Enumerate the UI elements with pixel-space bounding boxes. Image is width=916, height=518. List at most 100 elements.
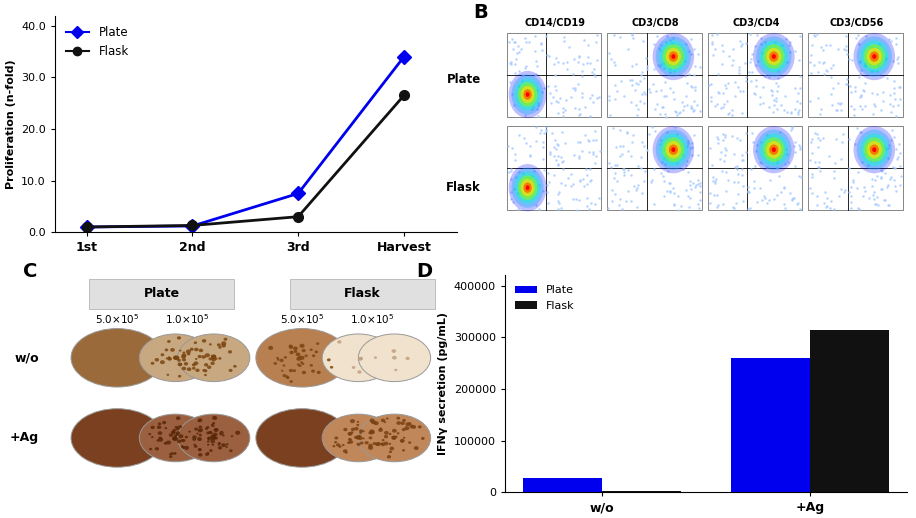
- Point: [892, 162, 907, 170]
- Ellipse shape: [298, 356, 301, 358]
- Point: [865, 182, 879, 191]
- Point: [739, 130, 754, 138]
- Ellipse shape: [404, 426, 409, 430]
- Point: [659, 91, 673, 99]
- Point: [860, 161, 875, 169]
- Point: [566, 55, 581, 63]
- Point: [784, 196, 799, 204]
- Point: [878, 145, 893, 153]
- Ellipse shape: [348, 438, 352, 441]
- Point: [529, 69, 543, 78]
- Point: [883, 136, 898, 145]
- Point: [792, 99, 807, 107]
- Point: [770, 87, 785, 95]
- Point: [542, 150, 557, 159]
- Point: [883, 100, 898, 109]
- Text: Plate: Plate: [447, 73, 481, 86]
- Point: [666, 66, 681, 75]
- Point: [686, 107, 701, 116]
- Point: [690, 101, 704, 109]
- Point: [563, 93, 578, 101]
- Point: [707, 177, 722, 185]
- Point: [842, 188, 856, 196]
- Point: [682, 203, 696, 211]
- Point: [507, 38, 521, 46]
- Point: [504, 167, 518, 175]
- Ellipse shape: [179, 363, 182, 366]
- Point: [512, 186, 527, 195]
- Point: [844, 204, 858, 212]
- Point: [629, 78, 644, 87]
- Ellipse shape: [294, 350, 298, 353]
- Ellipse shape: [411, 425, 416, 429]
- Point: [634, 67, 649, 76]
- Ellipse shape: [213, 428, 218, 431]
- Point: [660, 187, 674, 195]
- Point: [656, 154, 671, 162]
- Ellipse shape: [150, 426, 155, 429]
- Point: [757, 148, 771, 156]
- Point: [774, 188, 789, 196]
- Point: [675, 53, 690, 62]
- Ellipse shape: [354, 427, 358, 430]
- Point: [741, 188, 756, 196]
- Ellipse shape: [388, 451, 392, 453]
- Point: [704, 161, 719, 169]
- Point: [579, 194, 594, 203]
- Text: $1.0{\times}10^5$: $1.0{\times}10^5$: [166, 312, 210, 326]
- Bar: [708, 33, 802, 118]
- Ellipse shape: [384, 431, 388, 435]
- Point: [781, 157, 796, 166]
- Ellipse shape: [666, 141, 682, 159]
- Point: [870, 59, 885, 67]
- Point: [624, 196, 638, 205]
- Ellipse shape: [402, 449, 405, 452]
- Point: [652, 110, 667, 118]
- Point: [508, 173, 523, 181]
- Point: [722, 52, 736, 60]
- Point: [705, 173, 720, 181]
- Point: [812, 167, 827, 175]
- Ellipse shape: [213, 436, 216, 440]
- Ellipse shape: [198, 448, 202, 451]
- Point: [616, 168, 631, 176]
- Plate: [398, 54, 409, 60]
- Point: [671, 148, 685, 156]
- Point: [575, 175, 590, 183]
- Point: [590, 94, 605, 103]
- Point: [892, 140, 907, 149]
- Point: [744, 165, 758, 174]
- Point: [771, 82, 786, 90]
- Point: [857, 61, 872, 69]
- Point: [823, 197, 838, 206]
- Point: [775, 41, 790, 50]
- Ellipse shape: [212, 425, 214, 427]
- Point: [528, 47, 542, 55]
- Point: [551, 197, 565, 206]
- Point: [866, 110, 880, 118]
- Ellipse shape: [316, 342, 320, 345]
- Ellipse shape: [373, 442, 376, 445]
- Ellipse shape: [211, 357, 213, 359]
- Point: [537, 166, 551, 174]
- Ellipse shape: [281, 370, 284, 372]
- Point: [541, 52, 556, 60]
- Ellipse shape: [162, 421, 166, 424]
- Point: [735, 151, 749, 159]
- Text: Flask: Flask: [446, 181, 481, 194]
- Ellipse shape: [167, 340, 170, 343]
- Point: [563, 169, 578, 178]
- Point: [544, 129, 559, 137]
- Point: [864, 43, 878, 51]
- Point: [534, 88, 549, 96]
- Point: [754, 196, 769, 204]
- Point: [867, 102, 882, 110]
- Ellipse shape: [310, 364, 313, 367]
- Ellipse shape: [195, 369, 200, 372]
- Ellipse shape: [176, 427, 180, 430]
- Point: [539, 126, 553, 135]
- Ellipse shape: [384, 435, 388, 438]
- Point: [548, 71, 562, 79]
- Ellipse shape: [299, 364, 301, 367]
- Point: [546, 93, 561, 101]
